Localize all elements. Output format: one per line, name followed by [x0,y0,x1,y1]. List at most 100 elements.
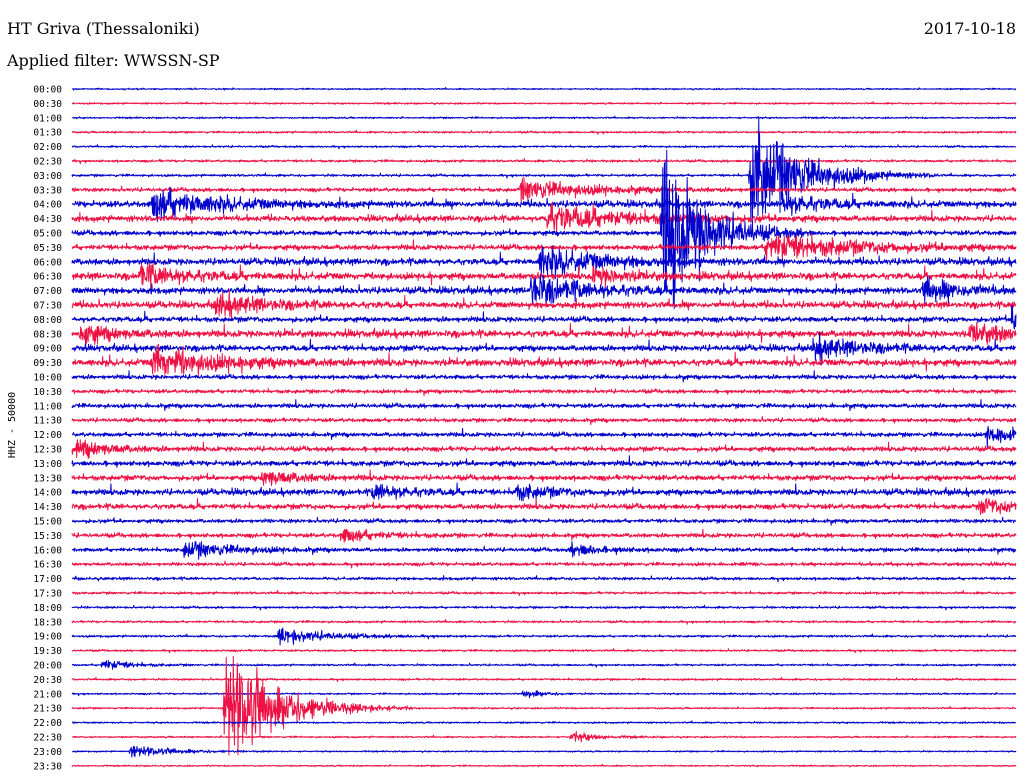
trace-row [71,655,1017,756]
row-label: 22:30 [33,733,62,744]
station-title: HT Griva (Thessaloniki) [7,19,200,38]
trace-row [71,745,1017,758]
row-label: 01:00 [33,113,62,124]
date-label: 2017-10-18 [923,19,1016,38]
row-label: 07:00 [33,286,62,297]
row-label: 03:30 [33,185,62,196]
filter-label: Applied filter: [7,51,119,70]
row-label: 05:00 [33,229,62,240]
trace-row [71,289,1017,321]
row-label: 18:30 [33,617,62,628]
trace-row [71,541,1017,560]
trace-row [71,516,1017,526]
trace-row [71,604,1017,611]
row-label: 19:00 [33,632,62,643]
trace-row [71,144,1017,150]
row-label: 14:00 [33,488,62,499]
trace-row [71,627,1017,646]
trace-row [71,425,1017,450]
row-label: 08:00 [33,315,62,326]
row-label: 02:00 [33,142,62,153]
trace-row [71,158,1017,165]
row-label: 13:00 [33,459,62,470]
row-label-layer: 00:00 00:30 01:00 01:30 02:00 02:30 03:00 03:30… [33,85,62,773]
filter-line: Applied filter: WWSSN-SP [7,52,220,70]
trace-row [71,186,1017,223]
row-label: 21:00 [33,689,62,700]
row-label: 20:00 [33,661,62,672]
row-label: 11:30 [33,416,62,427]
row-label: 18:00 [33,603,62,614]
row-label: 10:30 [33,387,62,398]
row-label: 09:00 [33,344,62,355]
trace-row [71,399,1017,412]
row-label: 09:30 [33,358,62,369]
trace-row [71,115,1017,120]
trace-row [71,176,1017,205]
trace-row [71,575,1017,583]
row-label: 21:30 [33,704,62,715]
trace-row [71,482,1017,502]
trace-row [71,101,1017,106]
row-label: 01:30 [33,128,62,139]
trace-row [71,690,1017,699]
trace-row [71,232,1017,264]
trace-row [71,455,1017,468]
trace-row [71,720,1017,725]
row-label: 03:00 [33,171,62,182]
trace-row [71,498,1017,516]
filter-value: WWSSN-SP [123,51,220,70]
row-label: 04:00 [33,200,62,211]
trace-row [71,202,1017,234]
trace-row [71,619,1017,625]
trace-row [71,343,1017,377]
row-label: 19:30 [33,646,62,657]
trace-row [71,245,1017,279]
row-label: 23:30 [33,761,62,772]
row-label: 15:30 [33,531,62,542]
trace-row [71,560,1017,569]
row-label: 06:30 [33,272,62,283]
trace-row [71,116,1017,232]
row-label: 05:30 [33,243,62,254]
trace-row [71,331,1017,366]
trace-row [71,469,1017,487]
row-label: 04:30 [33,214,62,225]
row-label: 17:30 [33,589,62,600]
row-label: 23:00 [33,747,62,758]
trace-row [71,763,1017,768]
row-label: 00:30 [33,99,62,110]
row-label: 20:30 [33,675,62,686]
row-label: 13:30 [33,473,62,484]
trace-row [71,730,1017,743]
trace-row [71,648,1017,654]
row-label: 10:00 [33,373,62,384]
trace-row [71,262,1017,290]
trace-row [71,416,1017,425]
trace-row [71,149,1017,310]
trace-row [71,387,1017,397]
trace-row [71,305,1017,330]
row-label: 14:30 [33,502,62,513]
row-label: 17:00 [33,574,62,585]
y-axis-label: HHZ - 50000 [7,392,18,458]
row-label: 07:30 [33,301,62,312]
trace-row [71,590,1017,597]
row-label: 11:00 [33,401,62,412]
row-label: 16:00 [33,545,62,556]
trace-row [71,87,1017,91]
trace-row [71,274,1017,306]
trace-layer [71,87,1017,768]
trace-row [71,439,1017,459]
row-label: 12:00 [33,430,62,441]
row-label: 08:30 [33,329,62,340]
row-label: 22:00 [33,718,62,729]
row-label: 00:00 [33,85,62,96]
trace-row [71,322,1017,347]
trace-row [71,370,1017,383]
row-label: 12:30 [33,445,62,456]
row-label: 15:00 [33,517,62,528]
row-label: 06:00 [33,257,62,268]
row-label: 16:30 [33,560,62,571]
